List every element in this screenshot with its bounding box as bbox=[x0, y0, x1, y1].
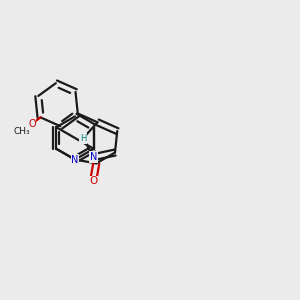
Text: N: N bbox=[90, 152, 98, 162]
Text: O: O bbox=[28, 119, 36, 129]
Text: N: N bbox=[71, 154, 79, 165]
Text: CH₃: CH₃ bbox=[13, 127, 30, 136]
Text: H: H bbox=[80, 134, 86, 143]
Text: O: O bbox=[89, 176, 97, 186]
